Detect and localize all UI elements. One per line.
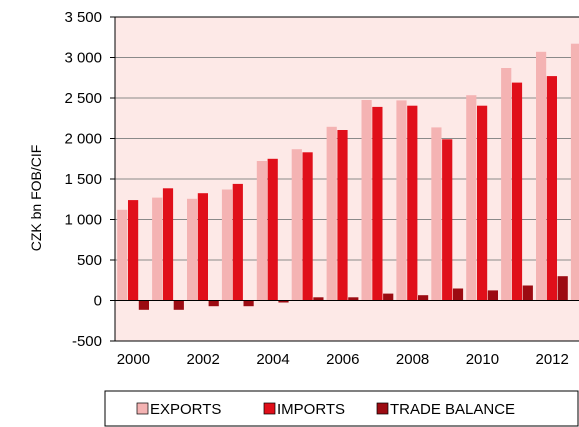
y-tick-label: 3 000	[64, 50, 102, 67]
x-tick-label: 2008	[396, 351, 429, 368]
y-tick-label: 2 500	[64, 90, 102, 107]
x-tick-label: 2004	[256, 351, 289, 368]
bar-imports-2009	[442, 139, 453, 301]
bar-exports-2009	[431, 127, 442, 301]
legend: EXPORTS IMPORTS TRADE BALANCE	[104, 390, 579, 427]
bar-trade-balance-2003	[243, 300, 254, 307]
bar-trade-balance-2006	[348, 297, 359, 301]
bar-trade-balance-2009	[452, 288, 464, 301]
y-tick-label: -500	[72, 333, 102, 350]
bar-exports-2012	[536, 51, 547, 301]
bar-imports-2010	[477, 105, 488, 301]
legend-swatch	[136, 402, 149, 415]
y-tick-label: 500	[77, 252, 102, 269]
bar-exports-2005	[291, 149, 302, 301]
y-tick-label: 3 500	[64, 9, 102, 26]
bar-trade-balance-2010	[487, 290, 498, 301]
legend-label: TRADE BALANCE	[390, 401, 515, 418]
bar-trade-balance-2012	[557, 276, 568, 301]
bar-exports-2007	[361, 100, 372, 301]
bar-imports-2004	[267, 158, 278, 301]
bar-exports-2001	[152, 197, 163, 301]
y-tick-label: 0	[94, 293, 102, 310]
bar-exports-2013	[570, 43, 579, 301]
bar-imports-2012	[546, 76, 557, 301]
axes	[114, 16, 579, 342]
x-tick-labels: 2000 2002 2004 2006 2008 2010 2012	[117, 351, 569, 368]
bar-trade-balance-2007	[383, 293, 394, 301]
y-tick-label: 1 000	[64, 212, 102, 229]
y-tick-label: 1 500	[64, 171, 102, 188]
x-tick-label: 2002	[187, 351, 220, 368]
y-axis-title: CZK bn FOB/CIF	[28, 145, 44, 252]
bar-imports-2008	[407, 105, 418, 301]
bar-exports-2000	[117, 209, 128, 301]
x-tick-label: 2000	[117, 351, 150, 368]
bar-exports-2011	[501, 68, 512, 301]
x-tick-label: 2006	[326, 351, 359, 368]
bar-marks	[117, 43, 579, 310]
bar-imports-2001	[162, 188, 174, 301]
bar-exports-2006	[326, 126, 337, 301]
bar-trade-balance-2001	[173, 300, 184, 310]
x-tick-label: 2012	[536, 351, 569, 368]
legend-swatch	[263, 402, 276, 415]
bar-imports-2007	[372, 106, 383, 301]
x-tick-label: 2010	[466, 351, 499, 368]
bar-exports-2002	[187, 198, 198, 301]
bar-trade-balance-2000	[138, 300, 149, 310]
bar-exports-2010	[466, 95, 477, 301]
legend-box	[104, 390, 579, 427]
bar-trade-balance-2011	[522, 285, 533, 301]
legend-swatch	[376, 402, 389, 415]
bar-imports-2006	[337, 130, 348, 301]
bar-imports-2003	[232, 183, 243, 301]
bar-trade-balance-2008	[418, 295, 429, 301]
bar-exports-2008	[396, 100, 407, 301]
bar-imports-2011	[511, 82, 523, 301]
y-tick-label: 2 000	[64, 131, 102, 148]
bar-exports-2003	[221, 189, 233, 301]
bar-trade-balance-2002	[208, 300, 219, 307]
bar-imports-2002	[197, 193, 208, 301]
bar-imports-2005	[302, 152, 313, 301]
legend-label: IMPORTS	[277, 401, 345, 418]
bar-trade-balance-2004	[278, 300, 289, 303]
bar-exports-2004	[256, 161, 267, 301]
bar-imports-2000	[128, 200, 139, 301]
y-tick-labels: -500 0 500 1 000 1 500 2 000 2 500 3 000 3 500	[64, 9, 102, 350]
legend-label: EXPORTS	[150, 401, 221, 418]
bar-trade-balance-2005	[313, 297, 324, 301]
